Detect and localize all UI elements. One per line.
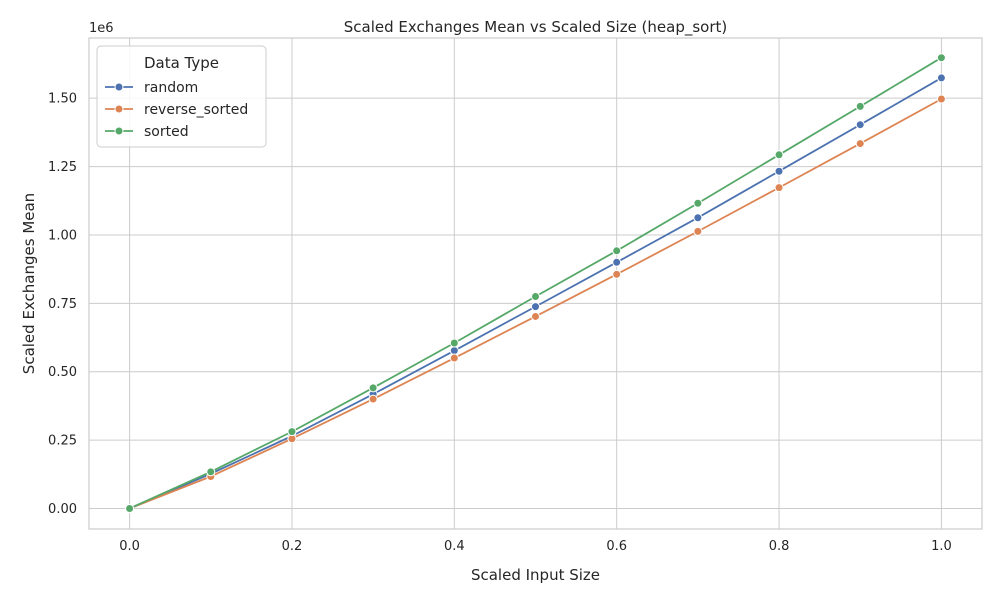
y-tick-label: 0.00 [48,502,77,517]
legend-marker [114,104,124,114]
y-axis-label: Scaled Exchanges Mean [20,193,38,374]
data-point-reverse-sorted [855,139,865,149]
legend-title: Data Type [144,54,219,72]
legend-label: reverse_sorted [144,102,248,118]
data-point-sorted [206,467,216,477]
legend-box [96,45,267,148]
legend-marker [114,126,124,136]
legend-item-sorted: sorted [105,124,189,140]
y-tick-label: 0.75 [48,297,77,312]
y-tick-label: 1.00 [48,228,77,243]
x-tick-label: 0.6 [606,539,627,554]
x-tick-label: 0.2 [282,539,303,554]
data-point-sorted [612,246,622,256]
data-point-reverse-sorted [531,311,540,321]
x-tick-label: 0.0 [119,539,140,554]
data-point-random [855,120,865,130]
data-point-sorted [936,53,946,63]
data-point-reverse-sorted [936,94,946,104]
data-point-reverse-sorted [612,269,622,279]
legend-item-reverse-sorted: reverse_sorted [105,102,248,118]
x-tick-label: 0.8 [769,539,790,554]
x-tick-label: 1.0 [931,539,952,554]
plot-frame [88,37,983,530]
legend-marker [114,82,124,92]
data-point-reverse-sorted [693,226,703,236]
y-tick-label: 1.50 [48,92,77,107]
x-axis-label: Scaled Input Size [471,566,600,584]
data-point-random [612,257,622,267]
data-point-reverse-sorted [368,394,378,404]
legend-label: sorted [144,124,189,140]
legend-label: random [144,80,198,96]
legend-item-random: random [105,80,198,96]
x-axis-ticks: 0.0 0.2 0.4 0.6 0.8 1.0 [119,539,952,554]
data-point-sorted [774,150,784,160]
x-tick-label: 0.4 [444,539,465,554]
data-point-reverse-sorted [774,183,784,193]
y-tick-label: 1.25 [48,160,77,175]
y-axis-ticks: 0.00 0.25 0.50 0.75 1.00 1.25 1.50 [48,92,77,517]
y-tick-label: 0.25 [48,434,77,449]
data-point-sorted [287,427,297,437]
chart-title: Scaled Exchanges Mean vs Scaled Size (he… [344,18,728,37]
data-point-sorted [125,503,135,513]
series-sorted [125,53,946,513]
data-point-random [774,166,784,176]
data-point-random [531,302,540,312]
data-point-random [693,213,703,223]
data-point-random [936,73,946,83]
series-layer [125,53,946,513]
data-point-sorted [693,198,703,208]
data-point-sorted [531,291,540,301]
data-point-random [449,346,459,356]
data-point-sorted [855,101,865,111]
y-axis-offset-text: 1e6 [89,21,114,36]
data-point-reverse-sorted [449,353,459,363]
data-point-sorted [449,338,459,348]
data-point-sorted [368,383,378,393]
y-tick-label: 0.50 [48,365,77,380]
